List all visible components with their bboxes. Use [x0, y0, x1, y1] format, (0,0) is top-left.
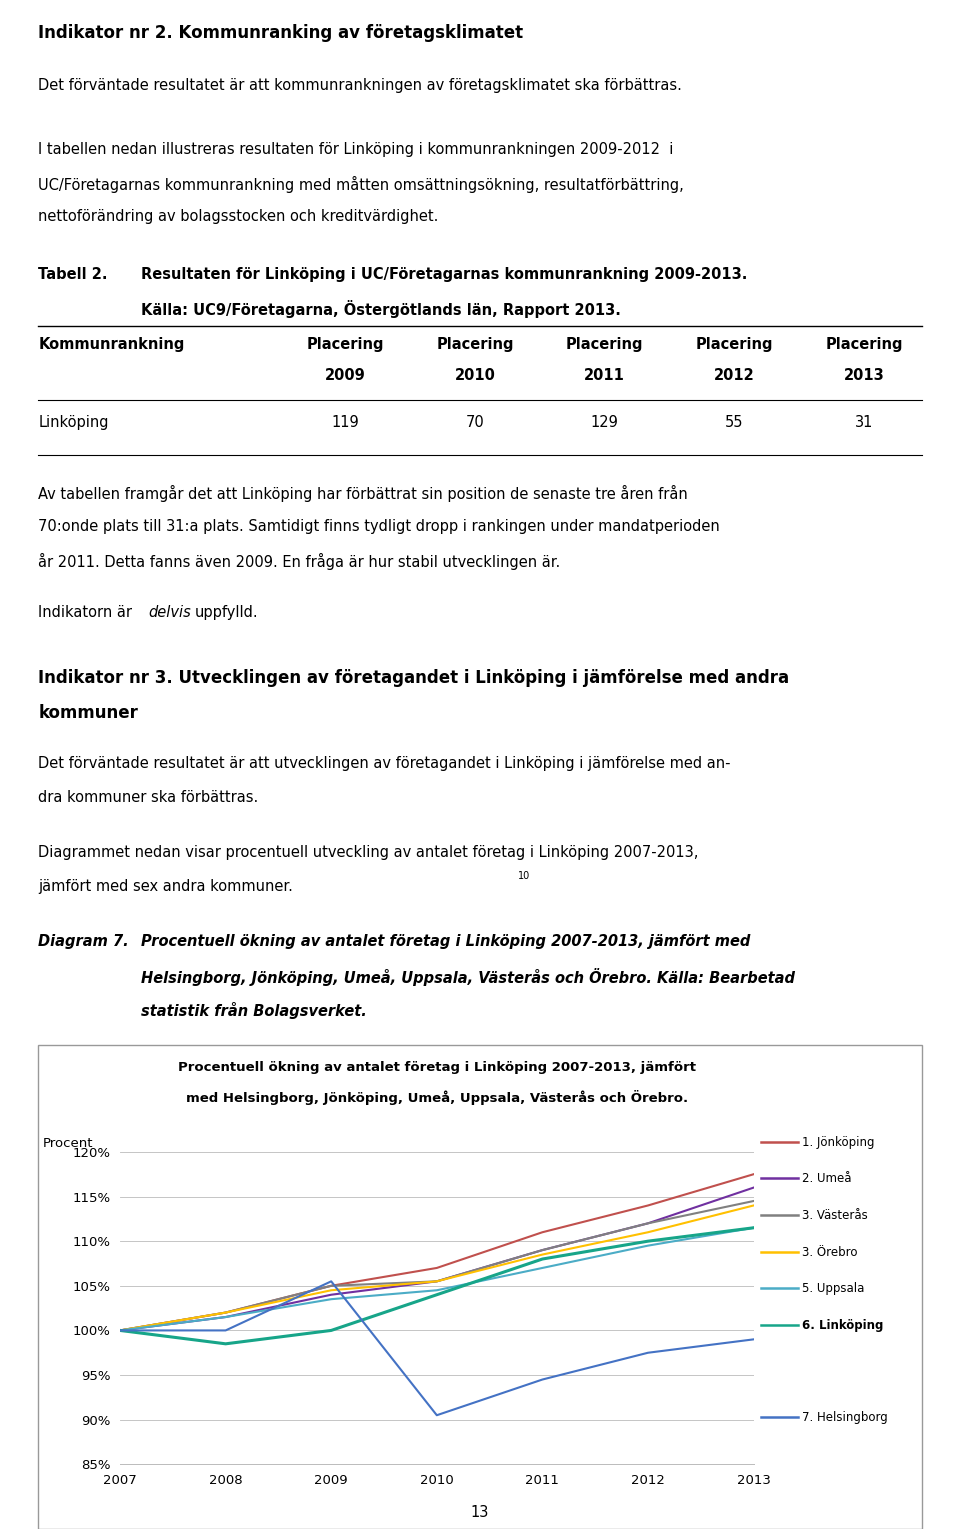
Text: 2010: 2010 [455, 368, 495, 384]
Text: Diagram 7.: Diagram 7. [38, 934, 129, 950]
Text: Det förväntade resultatet är att utvecklingen av företagandet i Linköping i jämf: Det förväntade resultatet är att utveckl… [38, 757, 731, 771]
Text: delvis: delvis [149, 605, 192, 619]
Text: Källa: UC9/Företagarna, Östergötlands län, Rapport 2013.: Källa: UC9/Företagarna, Östergötlands lä… [141, 300, 621, 318]
Text: 2013: 2013 [844, 368, 884, 384]
Text: 31: 31 [854, 414, 874, 430]
Text: Helsingborg, Jönköping, Umeå, Uppsala, Västerås och Örebro. Källa: Bearbetad: Helsingborg, Jönköping, Umeå, Uppsala, V… [141, 968, 795, 986]
Text: Placering: Placering [307, 338, 384, 352]
Text: 5. Uppsala: 5. Uppsala [802, 1283, 864, 1295]
Text: 3. Örebro: 3. Örebro [802, 1246, 857, 1258]
Text: Indikator nr 3. Utvecklingen av företagandet i Linköping i jämförelse med andra: Indikator nr 3. Utvecklingen av företaga… [38, 668, 789, 687]
Text: statistik från Bolagsverket.: statistik från Bolagsverket. [141, 1001, 367, 1018]
Text: 1. Jönköping: 1. Jönköping [802, 1136, 875, 1148]
Text: Det förväntade resultatet är att kommunrankningen av företagsklimatet ska förbät: Det förväntade resultatet är att kommunr… [38, 78, 683, 93]
Text: Resultaten för Linköping i UC/Företagarnas kommunrankning 2009-2013.: Resultaten för Linköping i UC/Företagarn… [141, 266, 748, 281]
Text: Tabell 2.: Tabell 2. [38, 266, 108, 281]
Text: Linköping: Linköping [38, 414, 108, 430]
Text: 2009: 2009 [325, 368, 366, 384]
Text: 119: 119 [332, 414, 359, 430]
Bar [38, 1046, 922, 1529]
Text: nettoförändring av bolagsstocken och kreditvärdighet.: nettoförändring av bolagsstocken och kre… [38, 209, 439, 225]
Text: Placering: Placering [826, 338, 902, 352]
Text: 3. Västerås: 3. Västerås [802, 1209, 867, 1222]
Text: kommuner: kommuner [38, 703, 138, 722]
Text: Procentuell ökning av antalet företag i Linköping 2007-2013, jämfört: Procentuell ökning av antalet företag i … [178, 1061, 696, 1073]
Text: Placering: Placering [696, 338, 773, 352]
Text: 2012: 2012 [714, 368, 755, 384]
Text: Placering: Placering [437, 338, 514, 352]
Text: 129: 129 [590, 414, 619, 430]
Text: 2. Umeå: 2. Umeå [802, 1173, 852, 1185]
Text: 10: 10 [518, 872, 531, 881]
Text: UC/Företagarnas kommunrankning med måtten omsättningsökning, resultatförbättring: UC/Företagarnas kommunrankning med måtte… [38, 176, 684, 193]
Text: 70:onde plats till 31:a plats. Samtidigt finns tydligt dropp i rankingen under m: 70:onde plats till 31:a plats. Samtidigt… [38, 518, 720, 534]
Text: Av tabellen framgår det att Linköping har förbättrat sin position de senaste tre: Av tabellen framgår det att Linköping ha… [38, 485, 688, 503]
Text: jämfört med sex andra kommuner.: jämfört med sex andra kommuner. [38, 879, 293, 894]
Text: 2011: 2011 [585, 368, 625, 384]
Text: 70: 70 [466, 414, 485, 430]
Text: dra kommuner ska förbättras.: dra kommuner ska förbättras. [38, 789, 258, 804]
Text: med Helsingborg, Jönköping, Umeå, Uppsala, Västerås och Örebro.: med Helsingborg, Jönköping, Umeå, Uppsal… [185, 1090, 688, 1105]
Text: 13: 13 [470, 1505, 490, 1520]
Text: 55: 55 [725, 414, 744, 430]
Text: 6. Linköping: 6. Linköping [802, 1320, 883, 1332]
Text: Diagrammet nedan visar procentuell utveckling av antalet företag i Linköping 200: Diagrammet nedan visar procentuell utvec… [38, 846, 699, 861]
Text: Kommunrankning: Kommunrankning [38, 338, 184, 352]
Text: Procentuell ökning av antalet företag i Linköping 2007-2013, jämfört med: Procentuell ökning av antalet företag i … [141, 934, 751, 950]
Text: Indikatorn är: Indikatorn är [38, 605, 137, 619]
Text: Indikator nr 2. Kommunranking av företagsklimatet: Indikator nr 2. Kommunranking av företag… [38, 24, 523, 43]
Text: 7. Helsingborg: 7. Helsingborg [802, 1411, 887, 1423]
Text: uppfylld.: uppfylld. [195, 605, 258, 619]
Text: I tabellen nedan illustreras resultaten för Linköping i kommunrankningen 2009-20: I tabellen nedan illustreras resultaten … [38, 142, 674, 157]
Text: Placering: Placering [566, 338, 643, 352]
Text: Procent: Procent [43, 1138, 94, 1150]
Text: år 2011. Detta fanns även 2009. En fråga är hur stabil utvecklingen är.: år 2011. Detta fanns även 2009. En fråga… [38, 552, 561, 570]
